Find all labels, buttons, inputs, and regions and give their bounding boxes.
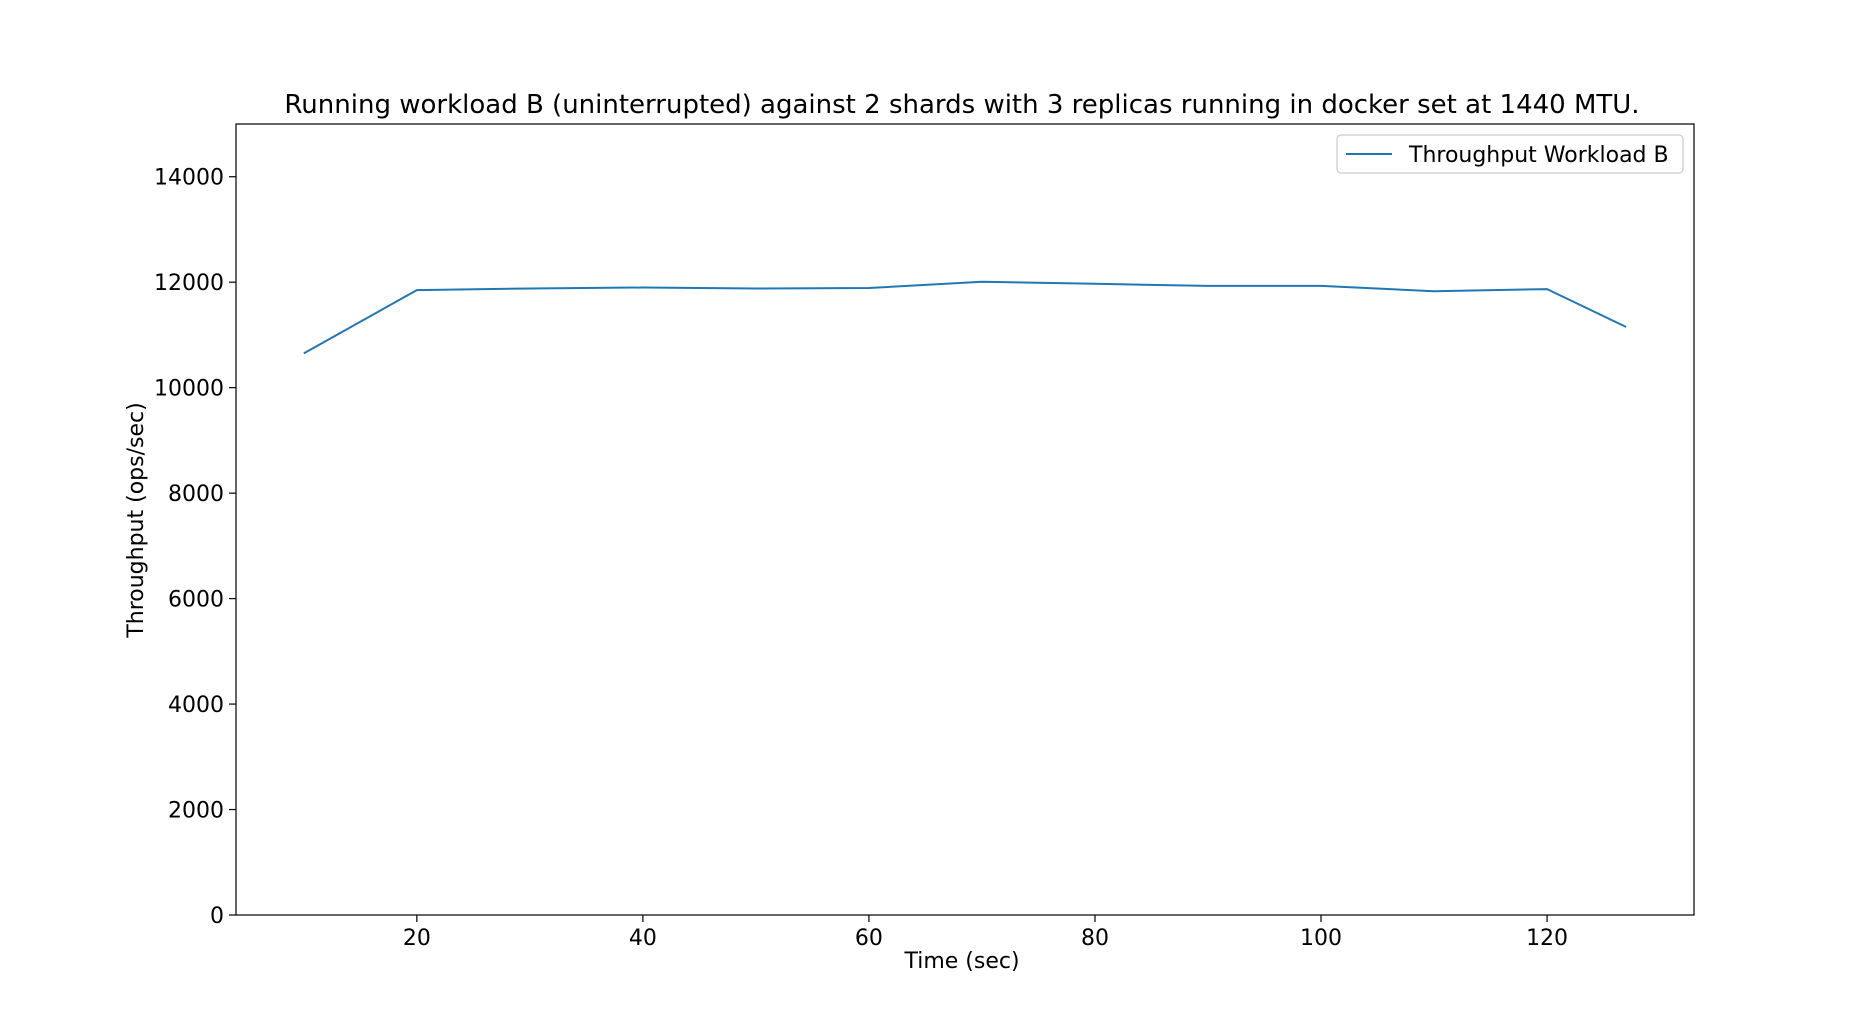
x-tick-label: 20 [403,926,431,951]
x-tick-label: 100 [1300,926,1342,951]
y-tick-label: 0 [210,904,224,929]
y-tick-label: 12000 [154,271,224,296]
chart-title: Running workload B (uninterrupted) again… [284,90,1639,120]
y-tick-label: 10000 [154,377,224,402]
series-line-0 [303,280,1627,355]
plot-area: 20 40 60 80 100 120 0 2000 4000 6000 8000 10000 1200… [154,123,1695,951]
axes-frame [235,123,1695,916]
y-tick-label: 4000 [168,693,224,718]
y-tick-label: 6000 [168,588,224,613]
x-axis-label: Time (sec) [903,949,1019,974]
x-tick-label: 80 [1081,926,1109,951]
y-tick-label: 2000 [168,799,224,824]
x-tick-label: 40 [629,926,657,951]
y-tick-label: 8000 [168,482,224,507]
x-tick-label: 60 [855,926,883,951]
y-axis-label: Throughput (ops/sec) [124,402,149,638]
legend-box [1336,134,1684,174]
y-tick-label: 14000 [154,166,224,191]
legend-entry: Throughput Workload B [1408,143,1669,168]
x-tick-label: 120 [1526,926,1568,951]
